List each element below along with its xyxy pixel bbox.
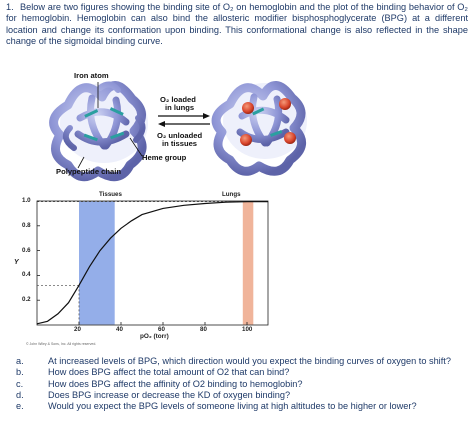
y-tick-label: 1.0 [22,197,31,204]
y-tick-label: 0.2 [22,296,31,304]
question-list: a. At increased levels of BPG, which dir… [6,356,468,412]
equilibrium-arrows [158,113,210,127]
tissues-band [79,201,115,325]
question-b: b. How does BPG affect the total amount … [6,367,468,378]
y-tick-label: 0.4 [22,271,31,279]
oxyhemoglobin-molecule [211,81,307,176]
question-letter: d. [16,389,24,400]
x-tick-label: 80 [200,326,207,333]
oxygen-binding-chart [36,200,269,326]
chart-plot-area [36,200,269,326]
bound-oxygen-icon [240,134,252,146]
lungs-band [242,201,254,325]
x-tick-label: 40 [116,326,123,333]
bound-oxygen-icon [284,132,296,144]
lungs-band-label: Lungs [222,191,241,198]
question-a: a. At increased levels of BPG, which dir… [6,356,468,367]
question-number: 1. [6,2,14,12]
x-tick-label: 20 [74,326,81,333]
deoxyhemoglobin-molecule [49,81,148,182]
question-letter: e. [16,401,24,412]
question-letter: c. [16,378,24,389]
tissues-band-label: Tissues [99,191,122,198]
question-intro-text: Below are two figures showing the bindin… [6,2,468,47]
question-letter: a. [16,356,24,366]
o2-loaded-label: O₂ loaded [160,95,196,104]
binding-curve [36,201,268,325]
bound-oxygen-icon [242,102,254,114]
question-d: d. Does BPG increase or decrease the KD … [6,390,468,401]
in-lungs-label: in lungs [165,103,195,112]
polypeptide-chain-label: Polypeptide chain [56,167,121,176]
question-intro: 1. Below are two figures showing the bind… [6,2,468,48]
x-tick-label: 100 [242,326,253,333]
figure-credit: © John Wiley & Sons, Inc. All rights res… [26,342,97,346]
question-text: Does BPG increase or decrease the KD of … [48,389,291,400]
y-axis-label: Y [14,259,19,266]
question-text: At increased levels of BPG, which direct… [48,356,451,366]
heme-group-label: Heme group [142,153,187,162]
question-e: e. Would you expect the BPG levels of so… [6,401,468,412]
y-tick-label: 0.8 [22,221,31,229]
o2-unloaded-label: O₂ unloaded [157,131,203,140]
question-text: How does BPG affect the total amount of … [48,367,290,378]
bound-oxygen-icon [279,98,291,110]
y-tick-label: 0.6 [22,246,31,254]
x-tick-label: 60 [158,326,165,333]
question-text: Would you expect the BPG levels of someo… [48,401,417,412]
heme-group-pointer [129,137,143,157]
question-c: c. How does BPG affect the affinity of O… [6,379,468,390]
iron-atom-label: Iron atom [74,71,109,80]
polypeptide-pointer [77,156,85,169]
question-text: How does BPG affect the affinity of O2 b… [48,378,303,389]
x-axis-label: pO₂ (torr) [140,333,169,340]
in-tissues-label: in tissues [162,139,198,148]
question-letter: b. [16,367,24,378]
